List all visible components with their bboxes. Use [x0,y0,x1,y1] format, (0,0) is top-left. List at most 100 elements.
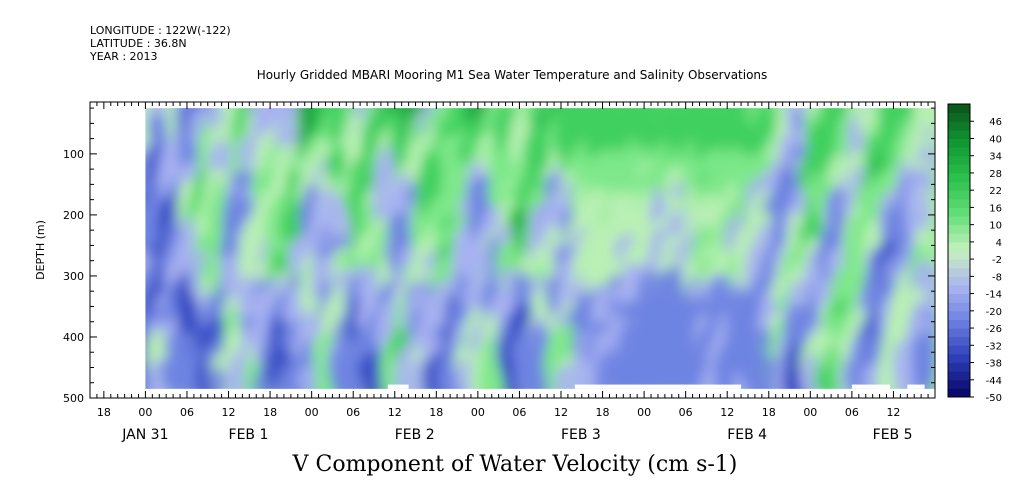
colorbar-label: 28 [989,169,1002,180]
y-tick-label: 100 [63,148,84,161]
x-tick-label: 18 [263,406,277,419]
colorbar-label: 4 [996,238,1002,249]
x-tick-label: 06 [180,406,194,419]
colorbar-cell [948,129,970,139]
colorbar-cell [948,164,970,174]
colorbar-label: -44 [986,376,1002,387]
header-longitude: LONGITUDE : 122W(-122) [90,24,231,37]
colorbar-cell [948,121,970,131]
colorbar-label: 10 [989,221,1002,232]
y-tick-label: 200 [63,209,84,222]
heatmap-cell [912,363,934,389]
colorbar-label: 46 [989,117,1002,128]
x-day-label: FEB 2 [395,427,435,443]
colorbar-label: -8 [992,272,1002,283]
colorbar-label: -38 [986,359,1002,370]
colorbar-cell [948,172,970,183]
colorbar-cell [948,198,970,208]
colorbar-cell [948,379,970,389]
missing-data-gap [387,384,409,389]
x-tick-label: 18 [596,406,610,419]
x-axis-label: V Component of Water Velocity (cm s-1) [292,452,738,477]
y-tick-label: 500 [63,392,84,405]
colorbar-cell [948,310,970,320]
colorbar-cell [948,319,970,329]
x-tick-label: 18 [429,406,443,419]
colorbar-cell [948,190,970,200]
colorbar-cell [948,147,970,157]
header-latitude: LATITUDE : 36.8N [90,37,187,50]
x-day-label: JAN 31 [121,427,168,443]
colorbar-cell [948,371,970,381]
colorbar-cell [948,353,970,364]
colorbar-cell [948,104,970,114]
x-tick-label: 12 [554,406,568,419]
colorbar-cell [948,138,970,148]
colorbar-cell [948,181,970,191]
x-tick-label: 06 [346,406,360,419]
x-tick-label: 12 [720,406,734,419]
x-tick-label: 18 [97,406,111,419]
x-day-label: FEB 3 [561,427,601,443]
x-tick-label: 00 [803,406,817,419]
heatmap-cell [893,366,917,389]
x-tick-label: 00 [305,406,319,419]
heatmap-data [145,108,935,389]
x-tick-label: 00 [637,406,651,419]
colorbar-label: -14 [986,290,1002,301]
chart-title: Hourly Gridded MBARI Mooring M1 Sea Wate… [256,68,768,82]
x-tick-label: 06 [679,406,693,419]
axes: 18 00 06 12 18 00 06 12 18 00 06 12 18 00 06 12 18 00 06 12… [34,101,936,443]
x-day-label: FEB 5 [873,427,913,443]
colorbar-cell [948,259,970,269]
x-tick-label: 12 [886,406,900,419]
colorbar-label: 40 [989,134,1002,145]
colorbar-label: 16 [989,203,1002,214]
colorbar-cell [948,267,970,277]
y-axis-label: DEPTH (m) [34,220,47,280]
missing-data-gap [907,384,925,389]
colorbar-cell [948,276,970,286]
colorbar-cell [948,233,970,243]
colorbar-label: 22 [989,186,1002,197]
colorbar-label: -20 [986,307,1002,318]
heatmap-cell [553,363,583,389]
colorbar-cell [948,250,970,260]
colorbar-cell [948,336,970,346]
colorbar-cell [948,388,970,398]
missing-data-gap [574,384,742,389]
colorbar-cell [948,241,970,251]
x-day-label: FEB 4 [727,427,767,443]
colorbar-label: -32 [986,341,1002,352]
colorbar-label: 34 [989,152,1002,163]
colorbar-cell [948,302,970,312]
heatmap-cell [207,367,226,389]
header-year: YEAR : 2013 [90,50,158,63]
missing-data-gap [851,384,890,389]
x-tick-label: 00 [138,406,152,419]
colorbar-cell [948,284,970,295]
colorbar-cell [948,216,970,226]
x-tick-label: 12 [222,406,236,419]
colorbar-cell [948,207,970,217]
y-tick-label: 400 [63,331,84,344]
x-tick-label: 06 [512,406,526,419]
colorbar-label: -50 [986,393,1002,404]
colorbar-label: -2 [992,255,1002,266]
colorbar-cell [948,224,970,234]
colorbar-cell [948,155,970,165]
colorbar-label: -26 [986,324,1002,335]
x-tick-label: 06 [845,406,859,419]
colorbar-frame [947,103,971,398]
x-day-label: FEB 1 [229,427,269,443]
colorbar-cell [948,112,970,122]
x-tick-label: 18 [762,406,776,419]
colorbar-cell [948,362,970,372]
colorbar-cell [948,328,970,338]
x-tick-label: 12 [388,406,402,419]
y-tick-label: 300 [63,270,84,283]
x-tick-label: 00 [471,406,485,419]
colorbar-cell [948,293,970,303]
